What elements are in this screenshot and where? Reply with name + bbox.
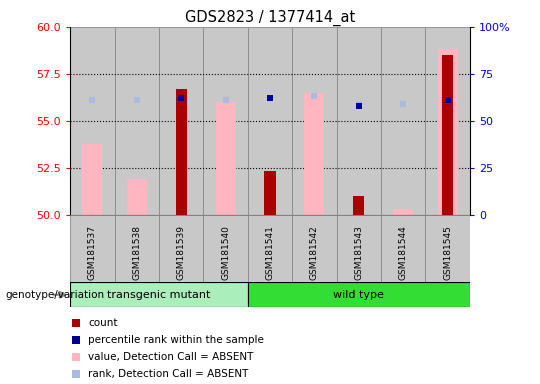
- Bar: [381, 27, 426, 215]
- Text: transgenic mutant: transgenic mutant: [107, 290, 211, 300]
- Bar: [70, 27, 114, 215]
- Bar: [248, 215, 292, 282]
- Bar: [215, 102, 235, 215]
- Bar: [83, 144, 103, 215]
- Bar: [381, 215, 426, 282]
- Bar: [248, 27, 292, 215]
- Text: value, Detection Call = ABSENT: value, Detection Call = ABSENT: [88, 352, 254, 362]
- Bar: [426, 215, 470, 282]
- Bar: [70, 215, 114, 282]
- Text: rank, Detection Call = ABSENT: rank, Detection Call = ABSENT: [88, 369, 248, 379]
- Bar: [393, 209, 413, 215]
- Text: percentile rank within the sample: percentile rank within the sample: [88, 335, 264, 345]
- Bar: [353, 196, 365, 215]
- Text: GSM181540: GSM181540: [221, 225, 230, 280]
- Text: wild type: wild type: [333, 290, 384, 300]
- Text: GSM181544: GSM181544: [399, 225, 408, 280]
- Bar: [265, 171, 275, 215]
- Bar: [305, 93, 325, 215]
- Bar: [159, 27, 204, 215]
- Bar: [442, 55, 453, 215]
- Bar: [204, 27, 248, 215]
- Text: GSM181543: GSM181543: [354, 225, 363, 280]
- Bar: [437, 50, 457, 215]
- Bar: [248, 282, 470, 307]
- Text: GSM181545: GSM181545: [443, 225, 452, 280]
- Bar: [336, 27, 381, 215]
- Bar: [114, 27, 159, 215]
- Bar: [204, 215, 248, 282]
- Bar: [159, 215, 204, 282]
- Text: GSM181541: GSM181541: [266, 225, 274, 280]
- Bar: [127, 179, 147, 215]
- Bar: [426, 27, 470, 215]
- Bar: [176, 89, 187, 215]
- Bar: [292, 215, 336, 282]
- Text: GSM181538: GSM181538: [132, 225, 141, 280]
- Text: GSM181539: GSM181539: [177, 225, 186, 280]
- Bar: [114, 215, 159, 282]
- Title: GDS2823 / 1377414_at: GDS2823 / 1377414_at: [185, 9, 355, 25]
- Text: GSM181542: GSM181542: [310, 225, 319, 280]
- Bar: [70, 282, 248, 307]
- Bar: [336, 215, 381, 282]
- Text: GSM181537: GSM181537: [88, 225, 97, 280]
- Bar: [292, 27, 336, 215]
- Text: count: count: [88, 318, 118, 328]
- Text: genotype/variation: genotype/variation: [5, 290, 105, 300]
